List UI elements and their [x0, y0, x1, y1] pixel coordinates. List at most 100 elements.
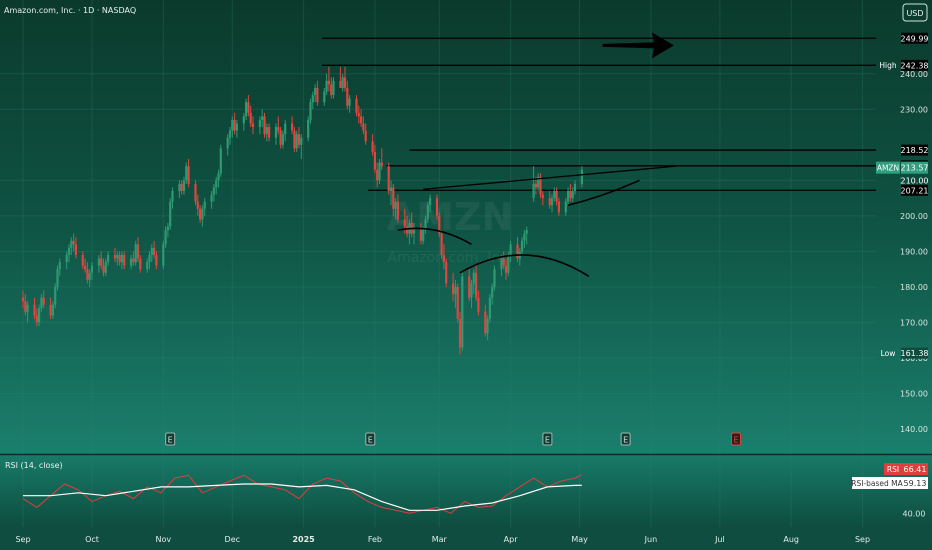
candle-22	[90, 262, 94, 280]
candle-body-5	[38, 308, 41, 323]
candle-body-155	[521, 240, 524, 252]
candle-62	[219, 144, 222, 177]
candle-132	[445, 258, 448, 287]
arc-2	[567, 179, 640, 207]
candle-12	[58, 258, 61, 277]
candle-body-119	[406, 226, 409, 234]
earnings-box-0	[165, 432, 176, 446]
arc-0	[397, 227, 472, 246]
candle-146	[491, 283, 494, 305]
main-pane-background	[0, 0, 932, 454]
earnings-marker-3: E	[620, 432, 631, 446]
candle-50	[182, 176, 186, 195]
candle-body-143	[484, 311, 487, 334]
candle-body-106	[362, 123, 365, 131]
candle-51	[185, 162, 188, 184]
candle-body-158	[532, 183, 535, 199]
price-label-box-2	[901, 59, 928, 71]
candle-87	[300, 134, 303, 160]
price-tick-1: 150.00	[900, 390, 928, 399]
candle-73	[258, 116, 261, 135]
candle-13	[65, 251, 68, 270]
candle-46	[169, 198, 172, 231]
candle-14	[67, 244, 71, 263]
candle-134	[454, 279, 457, 309]
candle-body-110	[376, 169, 379, 181]
time-axis[interactable]: Sep Oct Nov Dec 2025 Feb Mar Apr May Jun Jul Aug Sep	[15, 535, 870, 544]
candle-2	[26, 301, 29, 323]
price-label-2: 242.38	[901, 59, 929, 71]
candle-66	[233, 112, 236, 135]
candle-body-53	[194, 183, 197, 202]
candle-body-13	[65, 254, 68, 263]
time-tick-7: Apr	[504, 535, 519, 544]
candle-body-78	[274, 127, 278, 138]
candle-body-21	[88, 272, 91, 280]
candle-71	[249, 105, 252, 128]
candle-body-172	[573, 183, 577, 192]
candle-47	[171, 187, 174, 209]
candle-body-151	[507, 254, 510, 273]
candle-74	[261, 109, 264, 128]
candle-135	[456, 283, 459, 323]
candle-body-139	[470, 283, 473, 298]
candle-82	[284, 119, 287, 142]
candle-130	[440, 230, 443, 259]
candle-body-163	[548, 198, 551, 206]
rsi-title: RSI (14, close)	[5, 461, 63, 470]
rsi-tag-text: RSI	[887, 465, 899, 474]
candle-159	[534, 176, 537, 195]
candle-30	[118, 251, 121, 266]
candle-44	[164, 226, 167, 248]
candle-5	[38, 304, 41, 327]
price-label-text-8: 161.38	[901, 349, 929, 358]
candle-122	[412, 223, 416, 245]
candle-173	[580, 166, 583, 188]
candle-body-157	[525, 230, 528, 234]
candle-65	[231, 116, 234, 138]
candle-34	[132, 251, 135, 266]
time-tick-6: Mar	[432, 535, 448, 544]
price-label-6: 210.00	[901, 174, 929, 186]
candle-body-7	[42, 297, 45, 305]
chart-title: Amazon.com, Inc. · 1D · NASDAQ	[4, 6, 136, 15]
candle-body-37	[139, 258, 142, 270]
rsi-pane-background	[0, 455, 932, 527]
candle-body-134	[454, 286, 457, 295]
candle-139	[470, 279, 473, 309]
candle-1	[24, 294, 27, 316]
candle-body-20	[86, 269, 89, 280]
candle-81	[281, 130, 284, 149]
candle-body-12	[58, 262, 61, 270]
price-label-box-3	[901, 144, 928, 156]
candle-108	[371, 134, 374, 156]
candle-body-51	[185, 166, 188, 181]
candle-body-36	[136, 244, 140, 259]
candle-body-72	[251, 123, 255, 128]
rsi-tick-0: 40.00	[903, 509, 926, 518]
candle-body-56	[201, 208, 204, 220]
candle-60	[215, 176, 218, 195]
price-labels: 249.99242.52High242.38218.52214.09213.57…	[876, 32, 929, 359]
candle-body-70	[247, 102, 250, 113]
candle-52	[187, 159, 190, 188]
candle-body-30	[118, 254, 121, 263]
earnings-letter-1: E	[368, 436, 373, 445]
candle-93	[323, 87, 326, 106]
candle-55	[199, 205, 202, 224]
rsi-ma-value-label: RSI-based MA 59.13	[851, 477, 928, 489]
candle-body-162	[541, 194, 544, 199]
candle-160	[537, 173, 540, 192]
candle-body-153	[516, 244, 519, 259]
candle-body-34	[132, 258, 135, 263]
candle-body-141	[475, 272, 478, 298]
candle-body-8	[49, 304, 52, 316]
currency-badge[interactable]: USD	[902, 3, 928, 22]
candle-58	[210, 191, 213, 209]
time-tick-5: Feb	[368, 535, 382, 544]
candle-94	[325, 73, 328, 96]
candle-body-31	[120, 254, 123, 263]
candle-body-138	[468, 276, 471, 298]
candle-body-77	[268, 127, 271, 138]
